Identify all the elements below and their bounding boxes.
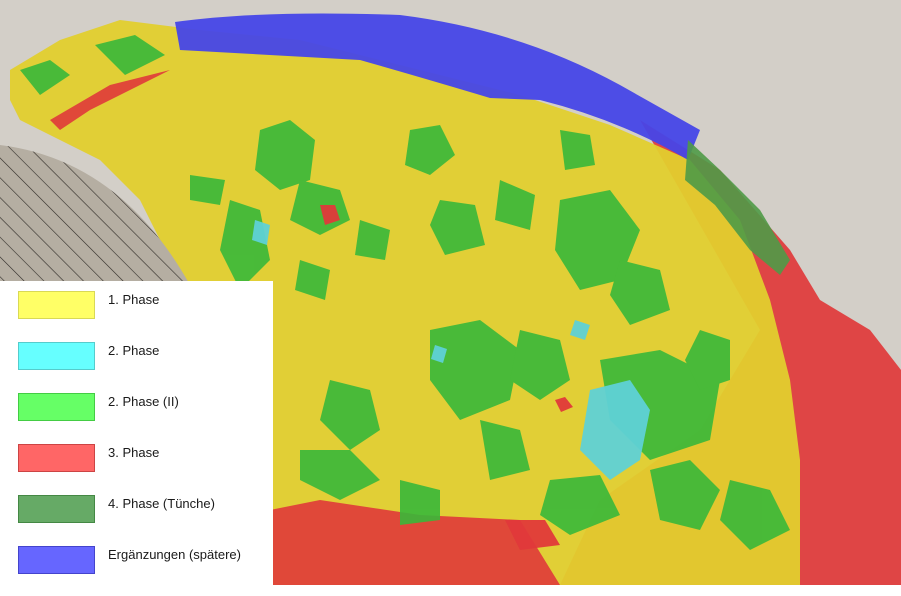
phase3-spots xyxy=(320,205,573,550)
legend-item-phase2: 2. Phase xyxy=(18,342,273,392)
legend-label-additions: Ergänzungen (spätere) xyxy=(108,547,241,562)
phase4-right xyxy=(685,140,790,275)
legend-swatch-phase4 xyxy=(18,495,95,523)
legend-label-phase3: 3. Phase xyxy=(108,445,160,460)
legend-item-phase2-ii: 2. Phase (II) xyxy=(18,393,273,443)
legend-item-phase3: 3. Phase xyxy=(18,444,273,494)
hatched-pillar xyxy=(0,145,190,285)
phase3-left-sliver xyxy=(50,70,170,130)
legend-swatch-phase2 xyxy=(18,342,95,370)
legend-item-phase1: 1. Phase xyxy=(18,291,273,341)
legend-label-phase1: 1. Phase xyxy=(108,292,160,307)
legend-swatch-phase3 xyxy=(18,444,95,472)
legend-label-phase2: 2. Phase xyxy=(108,343,160,358)
phase2-patches xyxy=(252,220,650,480)
additions-top-arc xyxy=(175,13,700,160)
legend-item-additions: Ergänzungen (spätere) xyxy=(18,546,273,596)
phase3-bottom-strip xyxy=(270,500,560,585)
legend: 1. Phase 2. Phase 2. Phase (II) 3. Phase… xyxy=(0,281,273,585)
legend-swatch-phase2-ii xyxy=(18,393,95,421)
legend-label-phase4: 4. Phase (Tünche) xyxy=(108,496,215,511)
legend-item-phase4: 4. Phase (Tünche) xyxy=(18,495,273,545)
legend-swatch-phase1 xyxy=(18,291,95,319)
legend-label-phase2-ii: 2. Phase (II) xyxy=(108,394,179,409)
legend-swatch-additions xyxy=(18,546,95,574)
